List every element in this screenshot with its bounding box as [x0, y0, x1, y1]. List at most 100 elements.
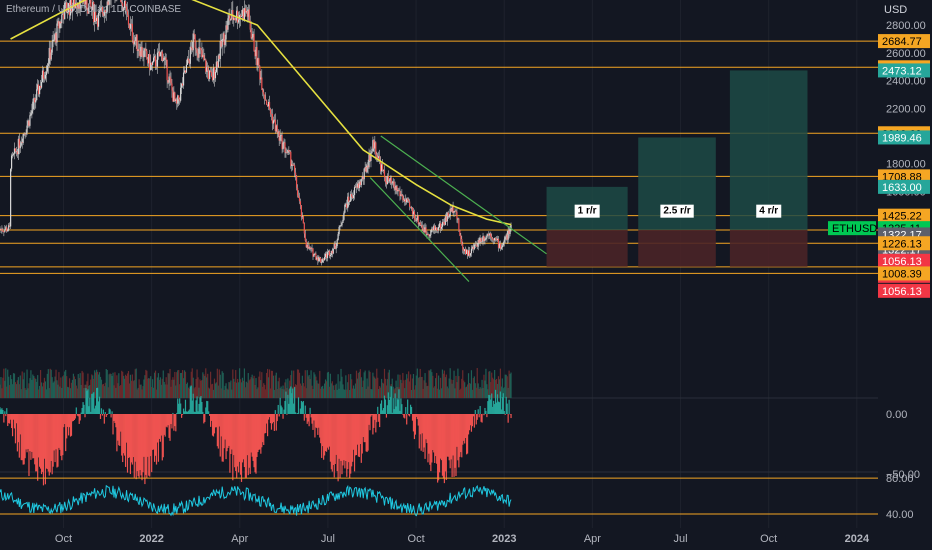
osc-bar: [425, 414, 427, 440]
time-axis[interactable]: Oct 2022 Apr Jul Oct 2023 Apr Jul Oct 2024: [0, 528, 932, 550]
osc-bar: [341, 414, 343, 475]
candle-body: [426, 233, 428, 235]
volume-bar: [270, 370, 273, 398]
volume-bar: [458, 376, 460, 398]
osc-bar: [336, 414, 338, 472]
candle-body: [104, 10, 106, 13]
candle-body: [502, 242, 504, 246]
volume-bar: [147, 378, 149, 398]
candle-body: [337, 234, 339, 240]
volume-bar: [351, 379, 353, 398]
osc-bar: [293, 403, 295, 414]
volume-bar: [33, 376, 35, 398]
volume-bar: [198, 387, 200, 398]
volume-bar: [145, 369, 147, 398]
volume-bar: [11, 384, 14, 398]
price-label-bg: [878, 253, 930, 268]
volume-bar: [54, 376, 56, 398]
volume-bar: [460, 388, 462, 398]
stop-zone: [729, 229, 808, 267]
candle-body: [72, 0, 75, 6]
volume-bar: [272, 375, 274, 398]
candle-body: [191, 47, 193, 51]
volume-bar: [244, 387, 246, 398]
osc-bar: [225, 414, 227, 460]
osc-bar: [409, 404, 412, 414]
osc-bar: [258, 414, 260, 450]
volume-bar: [181, 372, 183, 398]
osc-bar: [266, 414, 268, 424]
volume-bar: [325, 381, 328, 398]
candle-body: [403, 200, 405, 202]
candle-body: [250, 29, 252, 39]
osc-bar: [114, 414, 116, 424]
volume-bar: [127, 371, 130, 398]
candle-body: [414, 219, 417, 221]
osc-bar: [380, 403, 382, 414]
volume-bar: [90, 379, 92, 398]
risk-reward-positions[interactable]: 1 r/r 2.5 r/r 4 r/r: [546, 70, 808, 267]
candle-body: [392, 181, 394, 183]
price-axis[interactable]: 2800.002600.002400.002200.002000.001800.…: [828, 0, 932, 530]
osc-bar: [480, 414, 482, 422]
volume-bar: [179, 384, 181, 398]
volume-bar: [451, 383, 453, 398]
osc-bar: [202, 411, 204, 414]
osc-bar: [415, 414, 417, 417]
candle-body: [230, 18, 232, 21]
candle-body: [144, 48, 146, 51]
osc-bar: [452, 414, 454, 456]
osc-bar: [348, 414, 350, 463]
osc-bar: [332, 414, 334, 465]
volume-bar: [28, 383, 30, 398]
candle-body: [32, 101, 34, 111]
osc-bar: [194, 412, 196, 414]
osc-bar: [300, 400, 303, 414]
volume-bar: [465, 387, 467, 398]
volume-bar: [238, 382, 240, 398]
osc-bar: [116, 414, 118, 452]
volume-bar: [306, 370, 308, 398]
osc-bar: [497, 401, 500, 414]
osc-bar: [385, 414, 388, 418]
osc-bar: [285, 391, 287, 414]
candle-body: [283, 142, 285, 144]
volume-bar: [417, 378, 419, 398]
osc-bar: [447, 414, 449, 457]
osc-bar: [479, 405, 481, 414]
osc-bar: [133, 414, 135, 478]
volume-bar: [134, 369, 136, 398]
candle-body: [157, 51, 160, 53]
candle-body: [213, 67, 216, 79]
osc-bar: [375, 414, 377, 433]
volume-bar: [8, 376, 10, 398]
volume-bar: [157, 373, 160, 398]
volume-bar: [409, 381, 411, 398]
trendlines[interactable]: [369, 135, 547, 282]
candle-body: [252, 33, 254, 38]
osc-bar: [129, 414, 132, 475]
osc-bar: [137, 414, 139, 477]
osc-bar: [292, 388, 294, 414]
candle-body: [251, 37, 253, 39]
candle-body: [506, 234, 508, 240]
osc-bar: [481, 414, 483, 423]
candle-body: [410, 207, 413, 209]
osc-bar: [467, 414, 470, 435]
osc-bar: [214, 414, 217, 428]
candle-body: [463, 249, 465, 252]
candle-body: [245, 10, 247, 13]
volume-bar: [238, 368, 241, 398]
osc-bar: [352, 414, 354, 462]
osc-bar: [43, 414, 46, 459]
volume-bar: [102, 383, 104, 398]
osc-bar: [277, 404, 279, 414]
osc-bar: [408, 414, 410, 416]
candle-body: [137, 49, 139, 51]
osc-bar: [345, 414, 347, 462]
candle-body: [94, 11, 96, 22]
candle-body: [352, 195, 355, 199]
volume-bar: [332, 385, 334, 398]
volume-bar: [95, 372, 97, 398]
